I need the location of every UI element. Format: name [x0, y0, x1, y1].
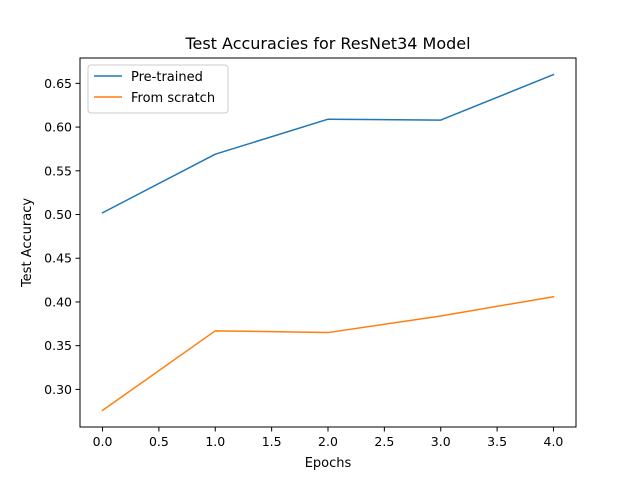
chart-title: Test Accuracies for ResNet34 Model	[184, 34, 470, 53]
y-tick-label: 0.35	[44, 338, 72, 353]
x-tick-label: 0.5	[149, 434, 169, 449]
legend-label-pre-trained: Pre-trained	[131, 70, 203, 85]
y-axis-label: Test Accuracy	[20, 198, 35, 288]
x-tick-label: 2.5	[374, 434, 394, 449]
series-layer	[101, 73, 555, 412]
x-axis: 0.0 0.5 1.0 1.5 2.0 2.5 3.0 3.5 4.0	[93, 427, 564, 449]
y-tick-label: 0.30	[44, 382, 72, 397]
x-tick-label: 3.0	[431, 434, 451, 449]
legend-frame	[87, 64, 229, 114]
series-line-pre-trained	[101, 73, 555, 214]
x-tick-label: 1.5	[262, 434, 282, 449]
x-tick-label: 4.0	[544, 434, 564, 449]
y-axis: 0.30 0.35 0.40 0.45 0.50 0.55 0.60 0.65	[44, 76, 80, 397]
y-tick-label: 0.60	[44, 120, 72, 135]
x-tick-label: 3.5	[487, 434, 507, 449]
y-tick-label: 0.65	[44, 76, 72, 91]
legend: Pre-trained From scratch	[87, 64, 229, 114]
x-tick-label: 0.0	[93, 434, 113, 449]
x-tick-label: 2.0	[318, 434, 338, 449]
y-tick-label: 0.40	[44, 294, 72, 309]
series-line-from-scratch	[101, 295, 555, 412]
y-tick-label: 0.45	[44, 251, 72, 266]
legend-label-from-scratch: From scratch	[131, 91, 215, 106]
y-tick-label: 0.55	[44, 163, 72, 178]
x-tick-label: 1.0	[205, 434, 225, 449]
x-axis-label: Epochs	[305, 456, 352, 471]
y-tick-label: 0.50	[44, 207, 72, 222]
